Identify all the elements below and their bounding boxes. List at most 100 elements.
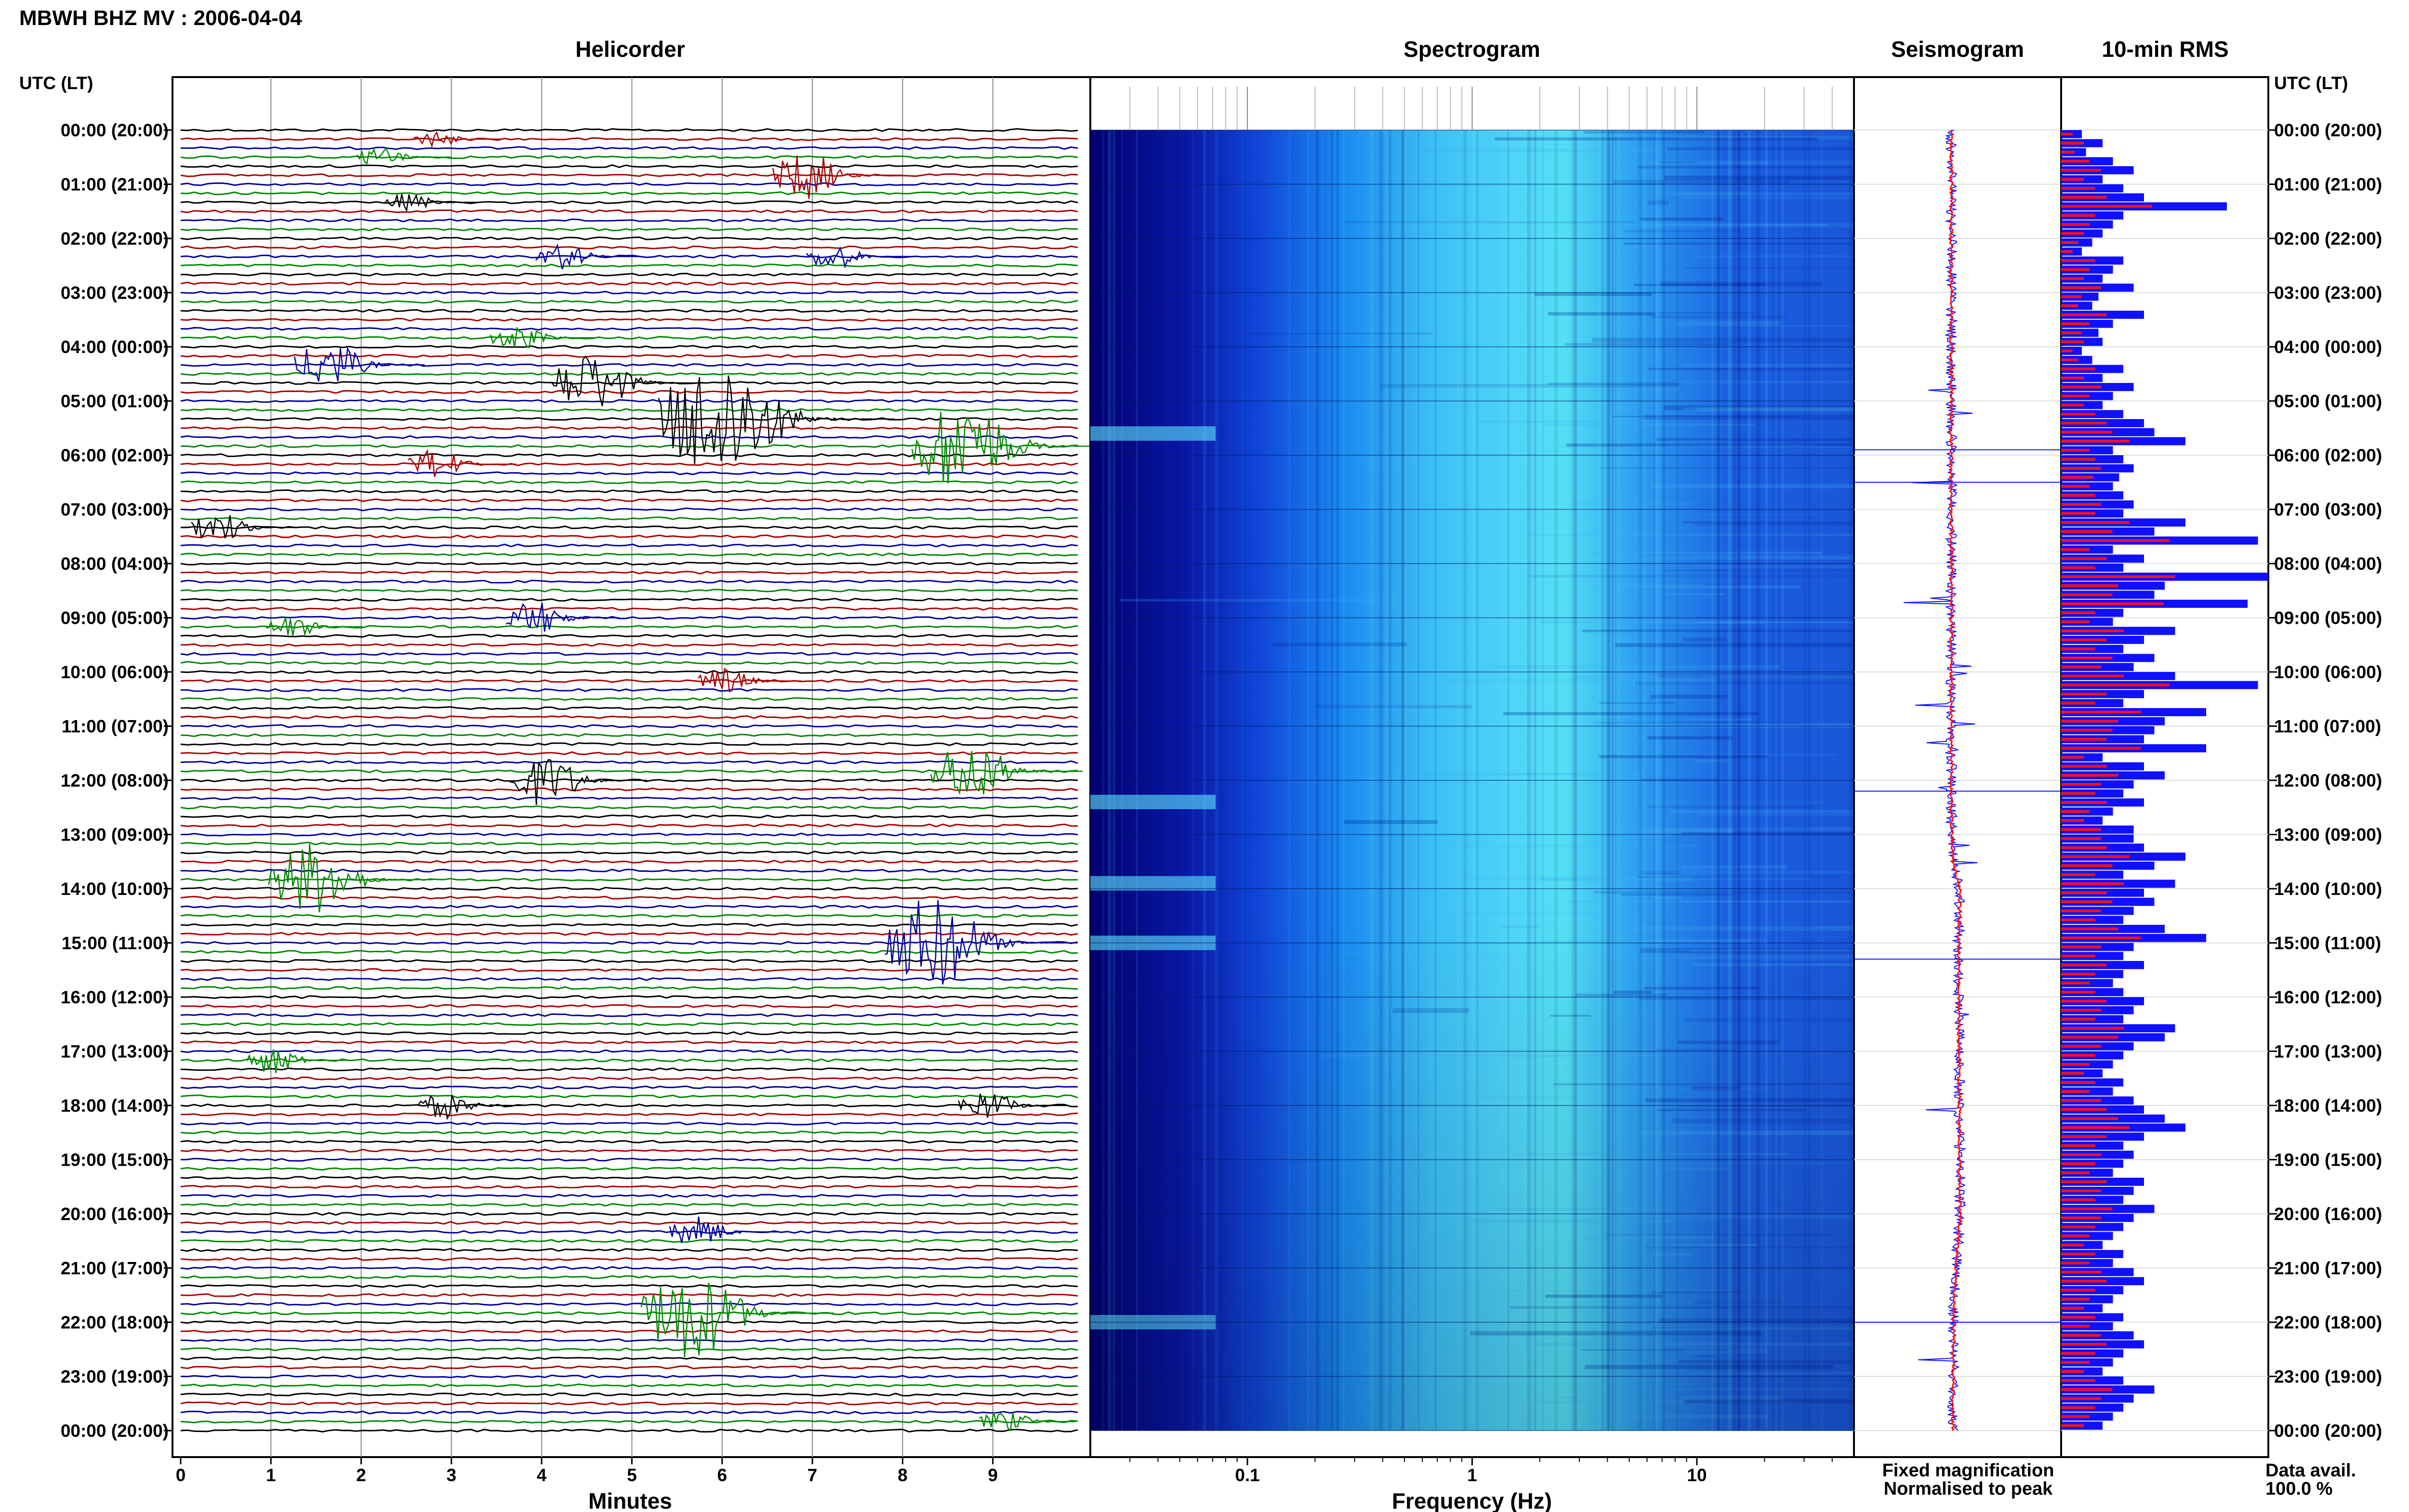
rms-bar-normalised: [2061, 349, 2073, 353]
helicorder-trace: [180, 616, 1078, 620]
helicorder-trace: [180, 146, 1078, 150]
time-label-right: 00:00 (20:00): [2274, 120, 2382, 140]
helicorder-trace: [180, 661, 1078, 665]
rms-bar-normalised: [2061, 448, 2090, 452]
helicorder-trace: [180, 462, 1078, 466]
seismogram-panel: [1853, 76, 2062, 1458]
helicorder-trace: [180, 191, 1078, 196]
helicorder-trace: [180, 218, 1078, 223]
rms-bar-normalised: [2061, 1198, 2095, 1201]
helicorder-trace: [180, 245, 1078, 250]
helicorder-trace: [180, 137, 1078, 141]
time-label-right: 05:00 (01:00): [2274, 392, 2382, 411]
rms-bar-normalised: [2061, 620, 2090, 623]
rms-bar-normalised: [2061, 1216, 2101, 1220]
rms-bar-normalised: [2061, 1379, 2095, 1382]
helicorder-trace: [180, 300, 1078, 304]
rms-panel: [2060, 76, 2269, 1458]
seismogram-lines: [1854, 130, 2061, 1432]
rms-bar-normalised: [2061, 512, 2095, 515]
rms-bar-normalised: [2061, 638, 2107, 642]
spectrogram-x-tick-label: 1: [1467, 1465, 1477, 1485]
rms-bar-normalised: [2061, 936, 2141, 939]
helicorder-trace: [180, 1257, 1078, 1261]
spectrogram-x-tick-label: 0.1: [1235, 1465, 1259, 1485]
helicorder-trace: [180, 128, 1078, 132]
time-label-right: 14:00 (10:00): [2274, 879, 2382, 899]
rms-bar-normalised: [2061, 494, 2095, 497]
helicorder-event: [384, 193, 477, 213]
helicorder-trace: [180, 823, 1078, 828]
helicorder-trace: [180, 507, 1078, 512]
time-label-left: 03:00 (23:00): [61, 283, 169, 303]
rms-bar-normalised: [2061, 1153, 2101, 1156]
time-label-left: 05:00 (01:00): [61, 392, 169, 411]
helicorder-traces: [180, 128, 1078, 1433]
helicorder-trace: [180, 1248, 1078, 1252]
rms-bar-normalised: [2061, 1026, 2124, 1030]
helicorder-trace: [180, 390, 1078, 394]
rms-bar-normalised: [2061, 331, 2082, 334]
rms-bar-normalised: [2061, 1370, 2084, 1373]
rms-bar-normalised: [2061, 1343, 2107, 1346]
rms-bar-normalised: [2061, 169, 2101, 172]
time-label-left: 16:00 (12:00): [61, 987, 169, 1007]
rms-bar-normalised: [2061, 1325, 2090, 1328]
rms-bar-normalised: [2061, 710, 2141, 714]
rms-bar-normalised: [2061, 1117, 2118, 1120]
rms-bar-normalised: [2061, 1126, 2130, 1129]
helicorder-trace: [180, 1383, 1078, 1388]
rms-bar-normalised: [2061, 340, 2084, 343]
time-label-left: 08:00 (04:00): [61, 554, 169, 574]
helicorder-trace: [180, 263, 1078, 268]
time-label-right: 12:00 (08:00): [2274, 771, 2382, 790]
helicorder-trace: [180, 878, 1078, 882]
rms-bar-normalised: [2061, 205, 2153, 208]
rms-bar-normalised: [2061, 737, 2107, 741]
helicorder-trace: [180, 173, 1078, 177]
helicorder-trace: [180, 562, 1078, 565]
helicorder-trace: [180, 1049, 1078, 1053]
helicorder-event: [268, 843, 433, 912]
helicorder-trace: [180, 1004, 1078, 1008]
time-label-right: 16:00 (12:00): [2274, 987, 2382, 1007]
rms-bar-normalised: [2061, 647, 2095, 650]
time-label-left: 00:00 (20:00): [61, 1421, 169, 1441]
helicorder-trace: [180, 408, 1078, 412]
time-label-right: 00:00 (20:00): [2274, 1421, 2382, 1441]
rms-bar-normalised: [2061, 792, 2095, 795]
utc-label-left: UTC (LT): [19, 73, 93, 93]
rms-bar-normalised: [2061, 756, 2084, 759]
helicorder-trace: [180, 688, 1078, 692]
rms-bar-normalised: [2061, 1099, 2101, 1102]
rms-bar-normalised: [2061, 982, 2090, 985]
time-label-right: 02:00 (22:00): [2274, 229, 2382, 249]
rms-bar-normalised: [2061, 503, 2101, 506]
helicorder-trace: [180, 787, 1078, 791]
helicorder-trace: [180, 426, 1078, 430]
rms-bar-normalised: [2061, 241, 2078, 244]
rms-bar-normalised: [2061, 412, 2095, 416]
rms-bar-normalised: [2061, 1135, 2107, 1138]
rms-bar-normalised: [2061, 1189, 2101, 1192]
time-label-right: 07:00 (03:00): [2274, 500, 2382, 520]
helicorder-event: [490, 326, 595, 349]
time-label-left: 09:00 (05:00): [61, 608, 169, 628]
rms-bar-normalised: [2061, 593, 2113, 596]
helicorder-event: [357, 147, 451, 165]
seismogram-title: Seismogram: [1891, 37, 2024, 62]
helicorder-title: Helicorder: [575, 37, 685, 62]
helicorder-trace: [180, 850, 1078, 855]
helicorder-trace: [180, 1428, 1078, 1433]
rms-bar-normalised: [2061, 674, 2124, 678]
helicorder-event: [958, 1093, 1067, 1118]
rms-bar-normalised: [2061, 765, 2107, 768]
rms-bar-normalised: [2061, 774, 2118, 777]
utc-label-right: UTC (LT): [2274, 73, 2348, 93]
rms-bar-normalised: [2061, 990, 2095, 994]
helicorder-trace: [180, 1410, 1078, 1415]
helicorder-trace: [180, 643, 1078, 647]
helicorder-trace: [180, 814, 1078, 819]
helicorder-event: [806, 246, 910, 269]
rms-bar-normalised: [2061, 1243, 2084, 1247]
